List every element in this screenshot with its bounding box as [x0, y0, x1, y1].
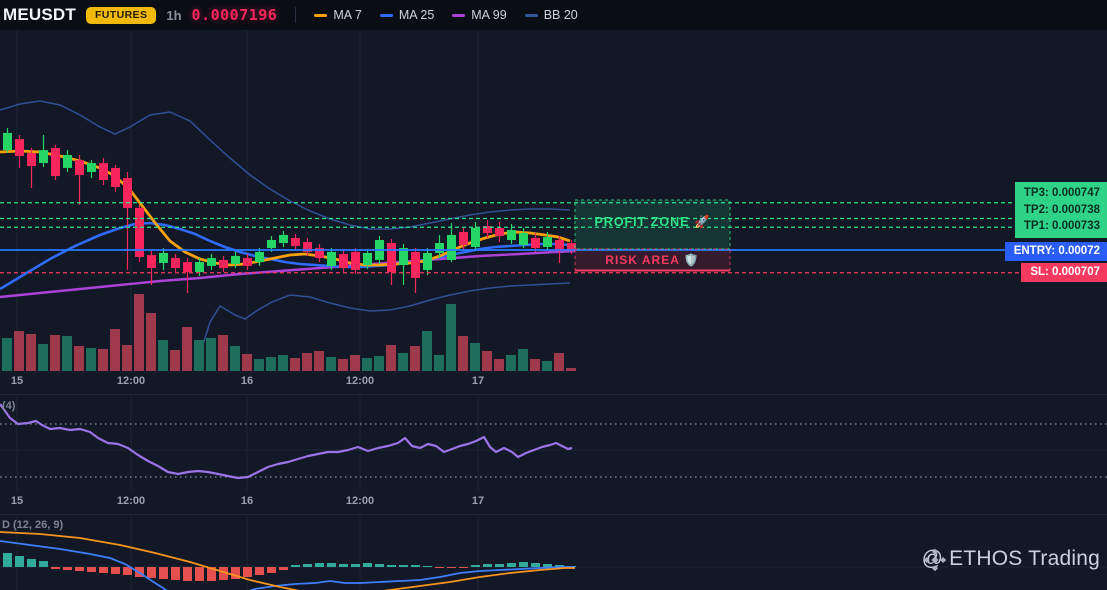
- futures-badge: FUTURES: [85, 6, 157, 24]
- binance-diamond-icon: [923, 548, 946, 572]
- ma99-swatch-icon: [452, 13, 466, 17]
- oscillator-line: [0, 403, 573, 480]
- vertical-gridlines: [16, 396, 479, 491]
- time-tick-label: 15: [10, 375, 24, 387]
- volume-bars: [2, 294, 576, 371]
- macd-pane[interactable]: [0, 516, 1107, 590]
- sl-price-label: SL: 0.000707: [1021, 263, 1107, 282]
- symbol-name[interactable]: MEUSDT: [3, 5, 76, 24]
- profit-zone-box[interactable]: [575, 200, 730, 249]
- bb20-swatch-icon: [524, 13, 538, 17]
- entry-price-label: ENTRY: 0.00072: [1004, 242, 1107, 261]
- legend-item-ma99[interactable]: MA 99: [452, 8, 507, 22]
- ma25-line: [0, 221, 571, 291]
- ma99-line: [0, 249, 576, 299]
- legend-label: MA 99: [471, 8, 507, 22]
- profit-zone-label: PROFIT ZONE 🚀: [594, 214, 711, 229]
- vertical-gridlines: [16, 30, 479, 371]
- tp2-label: TP2: 0.000738: [1023, 203, 1100, 216]
- time-tick-label: 17: [471, 375, 485, 387]
- oscillator-svg[interactable]: [0, 396, 1107, 491]
- time-tick-label: 12:00: [116, 375, 146, 387]
- candles-group: [3, 128, 576, 294]
- candlestick-chart-svg[interactable]: [0, 30, 1107, 371]
- last-price: 0.0007196: [191, 6, 278, 24]
- tp3-label: TP3: 0.000747: [1023, 187, 1100, 199]
- trade-levels: [0, 202, 1107, 274]
- header-bar: MEUSDT FUTURES 1h 0.0007196 MA 7 MA 25 M…: [0, 0, 1107, 30]
- legend-label: BB 20: [543, 8, 578, 22]
- tp1-label: TP1: 0.000733: [1023, 220, 1100, 232]
- time-tick-label: 12:00: [345, 375, 375, 387]
- macd-label: D (12, 26, 9): [2, 519, 64, 531]
- legend-item-ma7[interactable]: MA 7: [314, 8, 362, 22]
- time-tick-label: 16: [240, 495, 254, 507]
- oscillator-pane[interactable]: [0, 396, 1107, 491]
- bollinger-bands: [0, 100, 571, 371]
- macd-signal-line: [0, 531, 575, 590]
- legend-item-bb20[interactable]: BB 20: [524, 8, 578, 22]
- tp-price-labels: TP3: 0.000747 TP2: 0.000738 TP1: 0.00073…: [1014, 182, 1107, 238]
- time-tick-label: 12:00: [345, 495, 375, 507]
- macd-line: [0, 540, 575, 590]
- legend-label: MA 7: [333, 8, 362, 22]
- indicator-legend: MA 7 MA 25 MA 99 BB 20: [314, 8, 578, 22]
- time-axis-2[interactable]: 15 12:00 16 12:00 17: [0, 491, 1107, 515]
- legend-item-ma25[interactable]: MA 25: [379, 8, 435, 22]
- price-chart-pane[interactable]: PROFIT ZONE 🚀 RISK AREA 🛡️ TP3: 0.000747…: [0, 30, 1107, 371]
- time-axis[interactable]: 15 12:00 16 12:00 17: [0, 371, 1107, 395]
- ma7-swatch-icon: [314, 13, 328, 17]
- risk-area-label: RISK AREA 🛡️: [605, 252, 700, 267]
- interval-selector[interactable]: 1h: [166, 7, 182, 23]
- time-tick-label: 15: [10, 495, 24, 507]
- watermark-text: @ ETHOS Trading: [921, 547, 1100, 570]
- time-tick-label: 12:00: [116, 495, 146, 507]
- channel-watermark: @ ETHOS Trading: [921, 547, 1100, 572]
- legend-label: MA 25: [398, 8, 435, 22]
- time-tick-label: 17: [471, 495, 485, 507]
- ma25-swatch-icon: [379, 13, 393, 17]
- time-tick-label: 16: [240, 375, 254, 387]
- header-divider: [295, 7, 297, 23]
- macd-svg[interactable]: [0, 516, 1107, 590]
- oscillator-label: (4): [2, 400, 16, 412]
- risk-area-box[interactable]: [575, 249, 730, 270]
